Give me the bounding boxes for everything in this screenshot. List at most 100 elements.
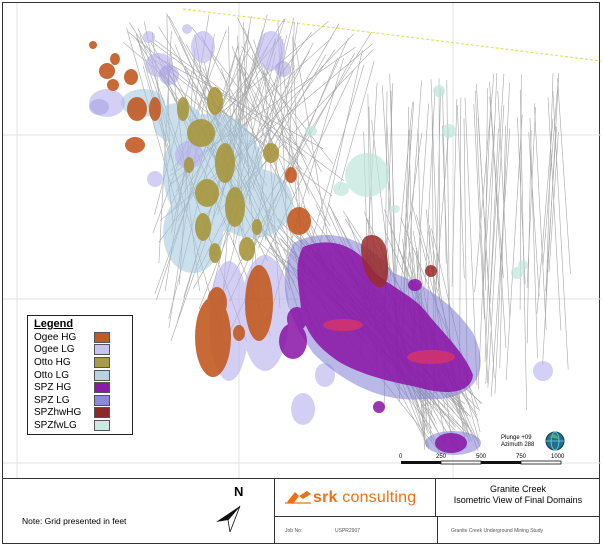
drill-hole-trace <box>424 87 436 290</box>
azimuth-label: Azimuth 288 <box>501 442 535 448</box>
drill-hole-trace <box>526 107 536 289</box>
drill-hole-trace <box>394 101 413 284</box>
grid-note: Note: Grid presented in feet <box>22 516 127 526</box>
drill-hole-trace <box>487 105 505 388</box>
study-name: Granite Creek Underground Mining Study <box>451 528 543 534</box>
otto-hg-domain <box>177 87 279 263</box>
scale-tick-0: 0 <box>399 454 403 460</box>
drill-hole-trace <box>542 73 560 365</box>
job-row-divider <box>437 517 438 544</box>
drill-hole-trace <box>473 103 485 320</box>
drill-hole-trace <box>526 130 532 344</box>
drill-hole-trace <box>484 73 498 363</box>
footer-divider <box>2 478 600 479</box>
logo-text-bold: srk <box>313 489 338 506</box>
drill-hole-trace <box>260 49 336 154</box>
drill-hole-trace <box>262 62 322 173</box>
drill-hole-trace <box>485 88 488 291</box>
drill-hole-trace <box>477 112 491 390</box>
legend-label: SPZhwHG <box>34 407 82 419</box>
drill-hole-trace <box>529 117 538 359</box>
spzhw-hg-domain <box>323 235 455 364</box>
drill-hole-trace <box>149 39 305 157</box>
drill-hole-trace <box>536 118 554 314</box>
figure-title-line2: Isometric View of Final Domains <box>453 495 583 505</box>
legend-label: Otto LG <box>34 369 70 381</box>
plunge-label: Plunge +09 <box>501 435 532 441</box>
drill-hole-trace <box>430 79 439 292</box>
drill-hole-trace <box>489 96 504 279</box>
title-block: srk consulting Granite Creek Isometric V… <box>274 478 600 544</box>
ogee-lg-domain <box>89 24 553 425</box>
job-info-row: Job No: USPR2907 Granite Creek Undergrou… <box>274 516 600 544</box>
drill-hole-trace <box>442 89 447 264</box>
scale-tick-250: 250 <box>436 454 447 460</box>
scale-tick-750: 750 <box>516 454 527 460</box>
figure-title-line1: Granite Creek <box>489 484 547 494</box>
drill-hole-trace <box>382 85 395 285</box>
legend-swatch <box>94 394 110 406</box>
drill-hole-trace <box>482 125 495 287</box>
orientation-globe-icon <box>545 431 565 451</box>
legend: Legend Ogee HG Ogee LG Otto HG Otto LG S… <box>27 315 133 435</box>
spzfw-lg-domain <box>305 85 528 279</box>
drill-hole-trace <box>499 125 506 369</box>
north-arrow: N <box>212 484 252 532</box>
figure-title-cell: Granite Creek Isometric View of Final Do… <box>436 478 600 516</box>
drill-hole-trace <box>485 128 499 384</box>
drill-hole-trace <box>435 128 450 293</box>
legend-item-ogee-hg: Ogee HG <box>28 331 132 344</box>
drill-hole-trace <box>438 78 441 302</box>
company-logo-text: srk consulting <box>313 489 416 507</box>
drill-hole-trace <box>545 73 554 314</box>
ogee-lg-domain-upper <box>89 61 291 115</box>
scale-bar: Plunge +09 Azimuth 288 0 250 500 750 100… <box>399 431 569 473</box>
drill-hole-trace <box>557 77 571 275</box>
legend-swatch <box>94 356 110 368</box>
drill-hole-trace <box>406 80 422 292</box>
srk-logo-icon <box>285 491 311 504</box>
legend-label: SPZ HG <box>34 382 72 394</box>
legend-label: SPZfwLG <box>34 419 77 431</box>
drill-hole-trace <box>243 27 310 195</box>
drill-hole-trace <box>241 70 331 227</box>
isometric-3d-scene <box>3 3 601 479</box>
logo-text-rest: consulting <box>337 489 417 506</box>
ogee-hg-domain <box>89 41 311 377</box>
job-number: USPR2907 <box>335 528 361 534</box>
legend-item-spzfw-lg: SPZfwLG <box>28 419 132 432</box>
north-arrow-icon <box>216 505 241 532</box>
legend-item-spzhw-hg: SPZhwHG <box>28 407 132 420</box>
legend-item-otto-hg: Otto HG <box>28 356 132 369</box>
north-label: N <box>234 484 244 499</box>
legend-item-spz-hg: SPZ HG <box>28 381 132 394</box>
legend-label: Otto HG <box>34 356 71 368</box>
legend-title: Legend <box>34 318 74 330</box>
scale-bar-graphic <box>401 460 562 465</box>
legend-label: Ogee LG <box>34 344 75 356</box>
legend-item-otto-lg: Otto LG <box>28 369 132 382</box>
legend-swatch <box>94 344 110 356</box>
drill-hole-trace <box>542 83 559 266</box>
legend-swatch <box>94 369 110 381</box>
scale-tick-1000: 1000 <box>551 454 565 460</box>
legend-item-spz-lg: SPZ LG <box>28 394 132 407</box>
legend-swatch <box>94 331 110 343</box>
drill-hole-trace <box>517 117 526 285</box>
dashed-boundary-line <box>182 8 601 62</box>
legend-swatch <box>94 407 110 419</box>
drill-hole-trace <box>457 105 465 279</box>
legend-swatch <box>94 419 110 431</box>
legend-label: Ogee HG <box>34 331 77 343</box>
scale-tick-500: 500 <box>476 454 487 460</box>
legend-item-ogee-lg: Ogee LG <box>28 344 132 357</box>
drill-hole-trace <box>464 97 478 386</box>
company-logo-cell: srk consulting <box>274 478 436 516</box>
drill-hole-trace <box>475 90 488 384</box>
job-label: Job No: <box>285 528 303 534</box>
drill-hole-trace <box>338 60 375 189</box>
drill-hole-trace <box>490 128 511 397</box>
drill-hole-trace <box>534 103 547 331</box>
drill-hole-trace <box>547 97 562 331</box>
